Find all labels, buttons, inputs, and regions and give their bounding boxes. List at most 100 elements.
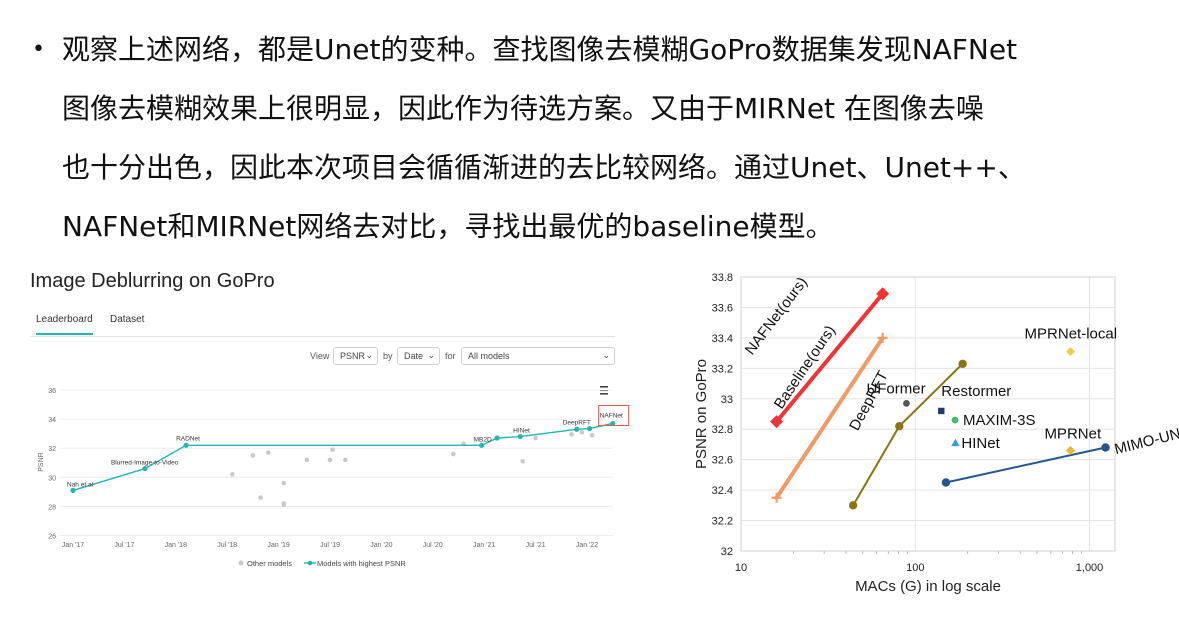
point-label: MPRNet-local [1025,326,1118,343]
y-tick-label: 33 [721,394,733,406]
other-model-point [330,447,335,452]
leaderboard-title: Image Deblurring on GoPro [30,270,275,292]
other-model-point [569,432,574,437]
best-model-point [586,425,593,432]
other-model-point [589,432,595,438]
best-model-point [479,442,485,448]
best-model-point [183,442,189,448]
point-label: NAFNet [600,412,623,419]
other-model-point [451,451,456,457]
for-label: for [445,351,456,361]
y-tick-label: 33.6 [712,302,733,314]
model-filter-value: All models [468,351,510,361]
x-tick-label: Jan '22 [576,542,598,549]
intro-paragraph: • 观察上述网络，都是Unet的变种。查找图像去模糊GoPro数据集发现NAFNe… [32,20,1152,256]
y-tick-label: 34 [48,417,56,424]
legend-label-other: Other models [247,559,292,568]
x-tick-label: 100 [906,562,924,574]
series-label: DeepRFT [846,368,892,433]
by-select-value: Date [404,351,424,361]
x-tick-label: Jan '20 [370,542,392,549]
series-label: MIMO-UNet [1113,422,1179,458]
legend-marker-best [307,560,313,566]
leaderboard-tabs: Leaderboard Dataset [30,312,615,337]
y-tick-label: 32.2 [712,516,733,528]
x-tick-label: 10 [735,562,747,574]
y-tick-label: 32.8 [712,424,733,436]
other-model-point [533,435,538,441]
best-model-point [610,420,616,427]
data-point [938,407,945,415]
view-label: View [310,351,330,361]
data-point [876,287,890,301]
series-label: NAFNet(ours) [742,274,811,358]
tab-dataset[interactable]: Dataset [110,314,145,325]
point-label: MB2D [474,436,492,443]
data-point [958,359,967,368]
view-select[interactable]: PSNR ⌄ [333,347,378,365]
data-point [1065,446,1075,456]
series-line [774,336,885,499]
x-tick-label: Jul '20 [423,542,443,549]
y-axis-label: PSNR [38,452,45,471]
x-tick-label: Jul '17 [114,542,134,549]
y-tick-label: 26 [48,534,56,541]
point-label: Blurred-Image-to-Video [111,460,179,467]
point-label: HINet [961,435,1000,452]
other-model-point [250,453,256,458]
other-model-point [579,429,585,435]
by-select[interactable]: Date ⌄ [397,347,440,365]
y-tick-label: 32.6 [712,455,733,467]
paragraph-line: 也十分出色，因此本次项目会循循渐进的去比较网络。通过Unet、Unet++、 [62,151,1026,184]
x-axis-label: MACs (G) in log scale [855,578,1001,595]
y-tick-label: 33.2 [712,363,733,375]
y-tick-label: 32 [48,446,56,453]
point-label: Restormer [941,383,1011,400]
paragraph-line: • 观察上述网络，都是Unet的变种。查找图像去模糊GoPro数据集发现NAFNe… [32,20,1152,79]
data-point [951,416,959,424]
data-point [1066,347,1076,357]
best-model-point [517,433,523,440]
data-point [848,501,858,510]
chevron-down-icon: ⌄ [602,350,610,360]
data-point [771,492,782,503]
data-point [951,438,960,447]
legend-label-best: Models with highest PSNR [317,559,406,568]
y-tick-label: 32 [721,546,733,558]
point-label: DeepRFT [563,419,591,426]
y-tick-label: 33.8 [712,272,733,284]
best-model-point [574,426,580,432]
legend-marker-other [238,560,244,566]
x-tick-label: Jul '19 [320,542,340,549]
other-model-point [281,502,287,508]
paragraph-line: 图像去模糊效果上很明显，因此作为待选方案。又由于MIRNet 在图像去噪 [62,92,984,125]
data-point [1101,443,1110,452]
other-model-point [230,472,235,477]
plot-frame [740,276,1116,552]
tab-leaderboard[interactable]: Leaderboard [36,314,93,335]
model-filter-select[interactable]: All models ⌄ [461,347,615,365]
x-tick-label: Jan '18 [165,542,187,549]
x-tick-label: Jan '17 [62,542,84,549]
data-point [770,415,784,429]
other-model-point [327,457,333,463]
other-model-point [281,480,287,486]
point-label: RADNet [176,435,200,442]
point-label: Nah et al [67,481,94,488]
other-model-point [304,457,310,463]
x-tick-label: 1,000 [1076,562,1104,574]
point-label: UFormer [866,380,925,397]
x-tick-label: Jan '21 [473,542,495,549]
point-label: MAXIM-3S [963,412,1036,429]
best-model-point [142,465,148,472]
series-line [945,446,1106,484]
view-select-value: PSNR [340,351,366,361]
data-point [903,399,910,407]
x-tick-label: Jul '18 [217,542,237,549]
by-label: by [383,351,393,361]
data-point [877,332,888,343]
best-model-point [70,487,76,493]
other-model-point [520,458,526,464]
